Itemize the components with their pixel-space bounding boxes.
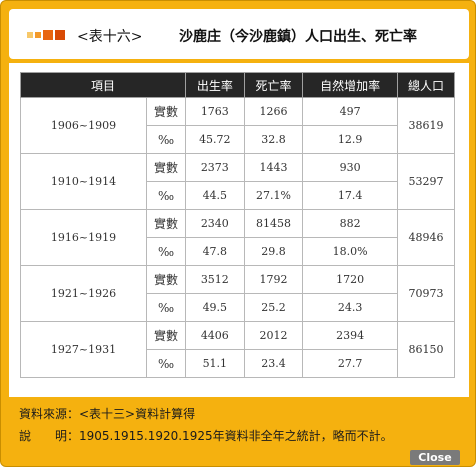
natural-cell: 1720 [302,265,398,294]
row-type-label: ‰ [146,293,186,322]
total-cell: 70973 [397,265,455,322]
source-note: 資料來源：<表十三>資料計算得 [19,407,196,421]
table-row: 1910~1914 實數 2373 1443 930 53297 [20,153,455,210]
death-cell: 29.8 [243,237,304,266]
row-type-label: ‰ [146,125,186,154]
explanation-note: 說 明：1905.1915.1920.1925年資料非全年之統計，略而不計。 [19,429,393,443]
header-birth-rate: 出生率 [185,72,245,98]
death-cell: 23.4 [243,349,304,378]
row-type-label: 實數 [146,97,186,126]
natural-cell: 12.9 [302,125,398,154]
header-item: 項目 [20,72,186,98]
table-row: 1927~1931 實數 4406 2012 2394 86150 [20,321,455,378]
row-type-label: 實數 [146,265,186,294]
period-cell: 1910~1914 [20,153,147,210]
table-header-row: 項目 出生率 死亡率 自然增加率 總人口 [20,72,455,98]
period-cell: 1927~1931 [20,321,147,378]
header-natural-increase: 自然增加率 [302,72,398,98]
natural-cell: 497 [302,97,398,126]
death-cell: 81458 [243,209,304,238]
natural-cell: 17.4 [302,181,398,210]
death-cell: 2012 [243,321,304,350]
birth-cell: 1763 [185,97,245,126]
close-button[interactable]: Close [410,450,460,465]
natural-cell: 18.0% [302,237,398,266]
total-cell: 38619 [397,97,455,154]
natural-cell: 24.3 [302,293,398,322]
total-cell: 86150 [397,321,455,378]
natural-cell: 930 [302,153,398,182]
birth-cell: 47.8 [185,237,245,266]
total-cell: 53297 [397,153,455,210]
birth-cell: 3512 [185,265,245,294]
table-row: ‰ 49.5 25.2 24.3 [21,293,455,322]
table-number: <表十六> [77,29,143,45]
death-cell: 1792 [243,265,304,294]
row-type-label: 實數 [146,153,186,182]
death-cell: 1266 [243,97,304,126]
table-row: ‰ 45.72 32.8 12.9 [21,125,455,154]
period-cell: 1906~1909 [20,97,147,154]
row-type-label: 實數 [146,321,186,350]
table-row: ‰ 51.1 23.4 27.7 [21,349,455,378]
page-title: 沙鹿庄（今沙鹿鎮）人口出生、死亡率 [179,29,417,45]
birth-cell: 44.5 [185,181,245,210]
table-row: ‰ 44.5 27.1% 17.4 [21,181,455,210]
title-bar: <表十六> 沙鹿庄（今沙鹿鎮）人口出生、死亡率 [9,9,469,59]
period-cell: 1921~1926 [20,265,147,322]
natural-cell: 882 [302,209,398,238]
birth-cell: 2373 [185,153,245,182]
header-death-rate: 死亡率 [243,72,304,98]
natural-cell: 2394 [302,321,398,350]
notes: 資料來源：<表十三>資料計算得 說 明：1905.1915.1920.1925年… [19,403,393,447]
death-cell: 27.1% [243,181,304,210]
header-total-population: 總人口 [397,72,455,98]
death-cell: 1443 [243,153,304,182]
table-row: 1906~1909 實數 1763 1266 497 38619 [20,97,455,154]
table-row: 1916~1919 實數 2340 81458 882 48946 [20,209,455,266]
row-type-label: 實數 [146,209,186,238]
natural-cell: 27.7 [302,349,398,378]
death-cell: 32.8 [243,125,304,154]
content-panel: 項目 出生率 死亡率 自然增加率 總人口 1906~1909 實數 1763 1… [9,63,469,397]
row-type-label: ‰ [146,237,186,266]
death-cell: 25.2 [243,293,304,322]
population-table: 項目 出生率 死亡率 自然增加率 總人口 1906~1909 實數 1763 1… [20,72,455,378]
birth-cell: 45.72 [185,125,245,154]
row-type-label: ‰ [146,349,186,378]
total-cell: 48946 [397,209,455,266]
birth-cell: 51.1 [185,349,245,378]
birth-cell: 4406 [185,321,245,350]
birth-cell: 2340 [185,209,245,238]
table-row: 1921~1926 實數 3512 1792 1720 70973 [20,265,455,322]
period-cell: 1916~1919 [20,209,147,266]
row-type-label: ‰ [146,181,186,210]
birth-cell: 49.5 [185,293,245,322]
